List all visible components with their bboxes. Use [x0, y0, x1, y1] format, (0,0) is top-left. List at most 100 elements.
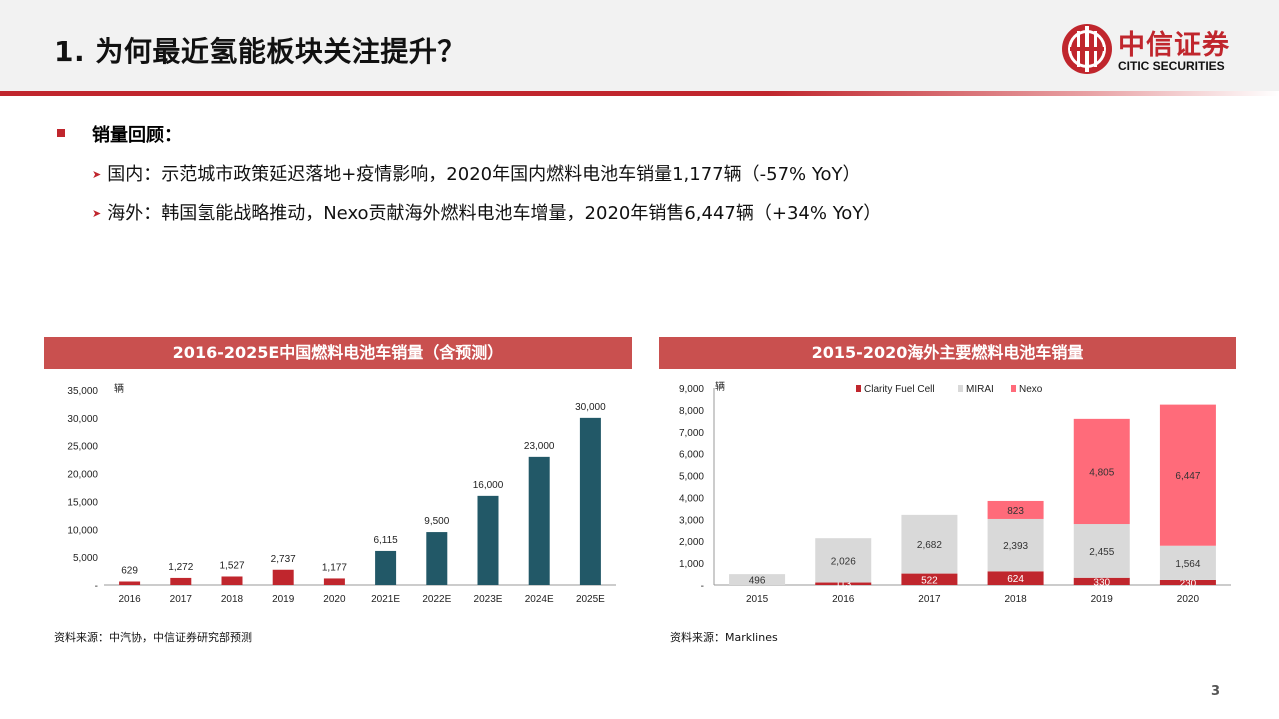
logo-chinese-name: 中信证券	[1118, 30, 1230, 61]
bar	[119, 581, 141, 585]
data-label: 2,737	[271, 554, 296, 565]
y-tick-label: 5,000	[73, 553, 98, 564]
x-tick-label: 2021E	[371, 594, 400, 605]
x-tick-label: 2018	[221, 594, 244, 605]
data-label: 23,000	[524, 441, 555, 452]
y-tick-label: 6,000	[679, 450, 704, 461]
citic-logo-icon	[1062, 24, 1112, 74]
data-label: 9,500	[424, 516, 449, 527]
data-label: 629	[121, 565, 138, 576]
data-label: 1,272	[168, 562, 193, 573]
stacked-bar-segment	[1159, 545, 1216, 580]
legend-swatch	[1011, 385, 1016, 392]
overseas-fcv-sales-chart: - 1,000 2,000 3,000 4,000 5,000 6,000 7,000 8,00…	[679, 380, 1231, 605]
y-tick-label: 9,000	[679, 384, 704, 395]
stacked-bar-segment	[901, 573, 958, 585]
x-tick-label: 2019	[1091, 594, 1114, 605]
stacked-bar-segment	[987, 500, 1044, 519]
y-tick-label: 25,000	[67, 442, 98, 453]
y-tick-label: 4,000	[679, 493, 704, 504]
x-tick-label: 2016	[118, 594, 141, 605]
logo-english-name: CITIC SECURITIES	[1118, 59, 1225, 73]
y-tick-label: 1,000	[679, 559, 704, 570]
data-label: 2,026	[831, 556, 856, 567]
data-label: 522	[921, 575, 938, 586]
y-tick-label: 10,000	[67, 525, 98, 536]
bar	[323, 578, 345, 585]
data-label: 230	[1180, 578, 1197, 589]
bullet-square-icon	[57, 129, 65, 137]
data-label: 6,115	[373, 535, 398, 546]
x-tick-label: 2019	[272, 594, 295, 605]
y-tick-label: 30,000	[67, 414, 98, 425]
data-label: 6,447	[1175, 471, 1200, 482]
bar	[579, 417, 601, 585]
data-label: 30,000	[575, 402, 606, 413]
data-label: 2,682	[917, 540, 942, 551]
stacked-bar-segment	[1073, 577, 1130, 585]
stacked-bar-segment	[1073, 524, 1130, 578]
data-label: 1,564	[1175, 559, 1200, 570]
bullet-overseas-text: 海外：韩国氢能战略推动，Nexo贡献海外燃料电池车增量，2020年销售6,447…	[107, 203, 882, 224]
source-note-china: 资料来源：中汽协，中信证券研究部预测	[54, 631, 252, 644]
x-tick-label: 2024E	[525, 594, 554, 605]
bullet-overseas: ➤ 海外：韩国氢能战略推动，Nexo贡献海外燃料电池车增量，2020年销售6,44…	[92, 199, 881, 225]
arrow-icon: ➤	[92, 168, 102, 181]
y-tick-label: -	[701, 581, 704, 592]
data-label: 2,455	[1089, 547, 1114, 558]
data-label: 823	[1007, 506, 1024, 517]
data-label: 624	[1007, 574, 1024, 585]
bar	[528, 456, 550, 585]
chart-title-china: 2016-2025E中国燃料电池车销量（含预测）	[44, 337, 632, 369]
y-axis-unit: 辆	[114, 382, 124, 395]
legend-label: Nexo	[1019, 384, 1043, 395]
x-tick-label: 2018	[1004, 594, 1027, 605]
x-tick-label: 2025E	[576, 594, 605, 605]
bullet-domestic: ➤ 国内：示范城市政策延迟落地+疫情影响，2020年国内燃料电池车销量1,177辆…	[92, 160, 860, 186]
bar	[477, 495, 499, 585]
stacked-bar-segment	[1159, 579, 1216, 585]
data-label: 1,177	[322, 562, 347, 573]
legend-swatch	[856, 385, 861, 392]
stacked-bar-segment	[815, 538, 872, 583]
y-tick-label: -	[95, 581, 98, 592]
x-tick-label: 2015	[746, 594, 769, 605]
header-divider	[0, 91, 1279, 96]
legend-label: MIRAI	[966, 384, 994, 395]
data-label: 330	[1093, 577, 1110, 588]
data-label: 496	[749, 576, 766, 587]
legend-swatch	[958, 385, 963, 392]
page-title: 1. 为何最近氢能板块关注提升？	[54, 35, 466, 68]
bar	[170, 577, 192, 585]
y-tick-label: 8,000	[679, 406, 704, 417]
x-tick-label: 2020	[1177, 594, 1200, 605]
bar	[272, 569, 294, 585]
y-axis-unit: 辆	[715, 380, 725, 393]
y-tick-label: 20,000	[67, 470, 98, 481]
bar	[221, 576, 243, 585]
stacked-bar-segment	[1159, 404, 1216, 546]
x-tick-label: 2017	[170, 594, 193, 605]
x-tick-label: 2020	[323, 594, 346, 605]
china-fcv-sales-chart: - 5,000 10,000 15,000 20,000 25,000 30,000 35,0…	[67, 382, 616, 605]
x-tick-label: 2017	[918, 594, 941, 605]
y-tick-label: 35,000	[67, 386, 98, 397]
data-label: 1,527	[219, 560, 244, 571]
y-tick-label: 3,000	[679, 515, 704, 526]
stacked-bar-segment	[901, 514, 958, 574]
data-label: 4,805	[1089, 467, 1114, 478]
x-tick-label: 2023E	[474, 594, 503, 605]
x-tick-label: 2022E	[422, 594, 451, 605]
y-tick-label: 5,000	[679, 472, 704, 483]
section-heading: 销量回顾：	[92, 125, 182, 146]
y-tick-label: 2,000	[679, 537, 704, 548]
data-label: 16,000	[473, 480, 504, 491]
source-note-overseas: 资料来源：Marklines	[670, 631, 778, 644]
bar	[426, 532, 448, 585]
data-label: 113	[835, 579, 851, 590]
arrow-icon: ➤	[92, 207, 102, 220]
stacked-bar-segment	[729, 574, 786, 585]
page-number: 3	[1211, 684, 1221, 699]
stacked-bar-segment	[815, 582, 872, 585]
bar	[375, 550, 397, 585]
